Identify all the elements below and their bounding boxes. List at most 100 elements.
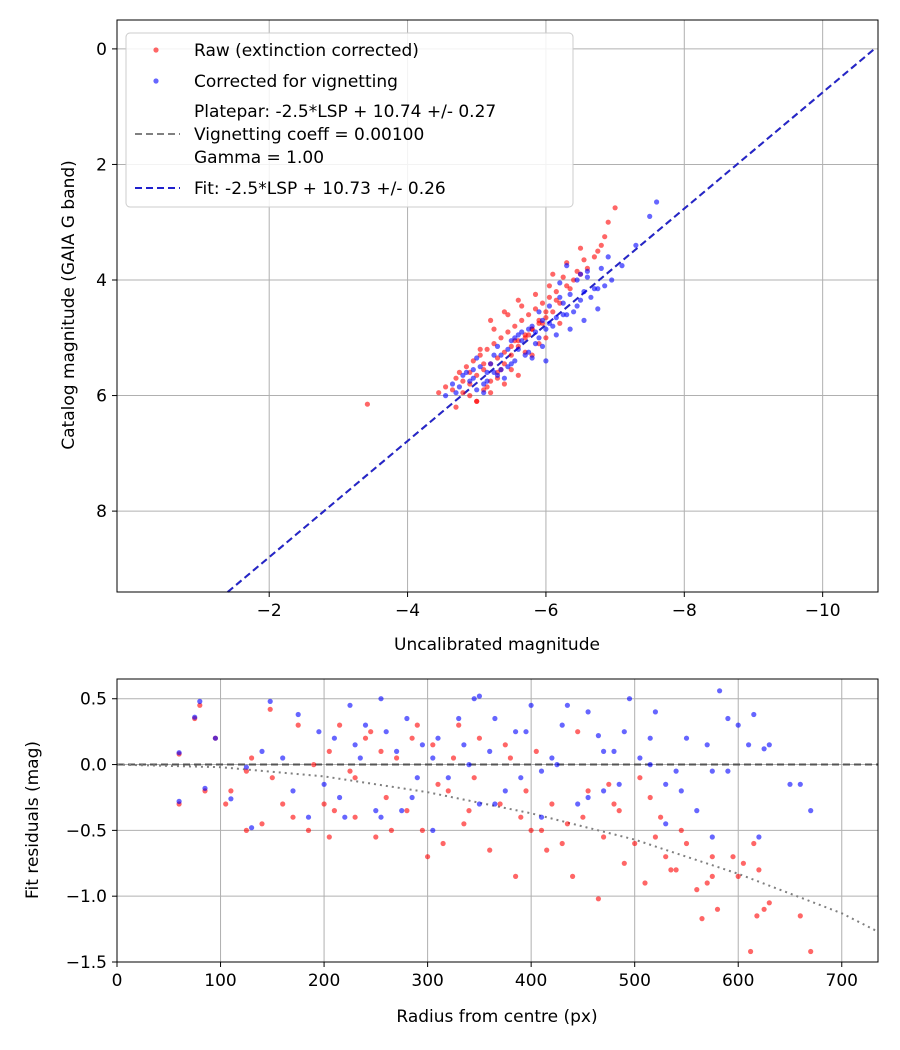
raw-residual-point — [735, 873, 741, 880]
raw-point — [443, 384, 449, 390]
top-fit-lines — [227, 48, 876, 593]
raw-residual-point — [435, 781, 441, 787]
corrected-point — [581, 289, 587, 295]
raw-residual-point — [352, 814, 358, 820]
raw-point — [491, 326, 497, 332]
raw-point — [553, 297, 559, 303]
raw-point — [505, 312, 511, 318]
raw-point — [612, 205, 618, 211]
raw-residual-point — [754, 913, 760, 919]
raw-residual-point — [621, 860, 627, 866]
legend-raw-label: Raw (extinction corrected) — [194, 41, 419, 61]
raw-point — [474, 398, 480, 404]
corrected-residual-point — [808, 808, 814, 814]
legend-corrected-marker — [153, 78, 159, 84]
raw-residual-point — [528, 827, 534, 834]
raw-point — [550, 271, 556, 277]
raw-residual-point — [756, 867, 762, 873]
bottom-scatter-points — [176, 688, 814, 955]
corrected-point — [474, 355, 480, 361]
raw-residual-point — [637, 775, 643, 781]
raw-point — [522, 335, 528, 341]
legend-platepar-line3: Gamma = 1.00 — [194, 148, 324, 168]
corrected-residual-point — [787, 781, 793, 787]
bottom-chart: 0 100 200 300 400 500 600 700 0.5 0.0 −0.5 −1.0 −1.5… — [23, 678, 879, 1027]
corrected-point — [550, 323, 556, 329]
raw-point — [519, 317, 525, 323]
raw-residual-point — [394, 755, 400, 761]
raw-point — [488, 390, 494, 396]
raw-point — [484, 384, 490, 390]
corrected-point — [588, 294, 594, 300]
bottom-y-axis-label: Fit residuals (mag) — [23, 741, 43, 899]
raw-residual-point — [223, 801, 229, 807]
corrected-residual-point — [202, 785, 208, 791]
corrected-residual-point — [419, 742, 425, 748]
top-x-tick-label: −2 — [257, 601, 282, 621]
raw-residual-point — [347, 768, 353, 774]
corrected-residual-point — [347, 702, 353, 708]
top-y-tick-label: 6 — [96, 387, 107, 407]
corrected-point — [470, 367, 476, 373]
corrected-point — [515, 346, 521, 352]
corrected-residual-point — [704, 742, 710, 748]
corrected-point — [467, 378, 473, 384]
top-x-tick-label: −4 — [395, 601, 420, 621]
corrected-residual-point — [797, 781, 803, 787]
raw-residual-point — [383, 794, 389, 801]
top-x-tick-label: −8 — [672, 601, 697, 621]
corrected-residual-point — [611, 748, 617, 755]
raw-residual-point — [337, 722, 343, 728]
corrected-point — [553, 332, 559, 338]
bottom-x-tick-label: 300 — [411, 971, 443, 991]
raw-residual-point — [326, 748, 332, 755]
corrected-point — [484, 378, 490, 384]
raw-residual-point — [507, 755, 513, 761]
raw-point — [498, 335, 504, 341]
raw-residual-point — [321, 801, 327, 807]
raw-residual-point — [616, 808, 622, 814]
raw-point — [484, 346, 490, 352]
corrected-residual-point — [337, 794, 343, 801]
raw-point — [436, 390, 442, 396]
corrected-residual-point — [735, 722, 741, 728]
bottom-x-tick-label: 700 — [826, 971, 858, 991]
raw-point — [474, 372, 480, 378]
corrected-point — [443, 393, 449, 399]
corrected-residual-point — [538, 814, 545, 820]
top-x-tick-label: −6 — [533, 601, 558, 621]
raw-residual-point — [305, 827, 312, 834]
raw-residual-point — [295, 722, 301, 728]
corrected-point — [595, 286, 601, 292]
corrected-point — [557, 294, 563, 300]
corrected-residual-point — [554, 762, 560, 768]
raw-residual-point — [740, 860, 747, 866]
corrected-point — [481, 390, 487, 396]
corrected-residual-point — [725, 768, 731, 774]
bottom-x-tick-label: 0 — [112, 971, 123, 991]
raw-residual-point — [699, 916, 705, 922]
raw-residual-point — [748, 948, 754, 955]
raw-point — [515, 372, 521, 378]
corrected-residual-point — [725, 715, 731, 722]
raw-point — [508, 367, 514, 373]
corrected-residual-point — [249, 825, 255, 831]
raw-residual-point — [352, 775, 358, 781]
corrected-point — [529, 355, 535, 361]
top-y-tick-label: 2 — [96, 155, 107, 175]
corrected-point — [605, 254, 611, 260]
raw-residual-point — [419, 827, 425, 834]
raw-point — [591, 254, 598, 260]
raw-residual-point — [362, 735, 369, 741]
corrected-residual-point — [601, 748, 607, 755]
bottom-x-tick-label: 400 — [515, 971, 547, 991]
raw-residual-point — [663, 854, 669, 860]
corrected-residual-point — [409, 794, 415, 801]
raw-residual-point — [730, 854, 736, 860]
legend-platepar-line2: Vignetting coeff = 0.00100 — [194, 125, 424, 145]
corrected-residual-point — [295, 711, 301, 718]
raw-residual-point — [766, 900, 772, 906]
raw-point — [598, 242, 604, 248]
raw-point — [449, 387, 456, 393]
raw-residual-point — [564, 821, 571, 827]
